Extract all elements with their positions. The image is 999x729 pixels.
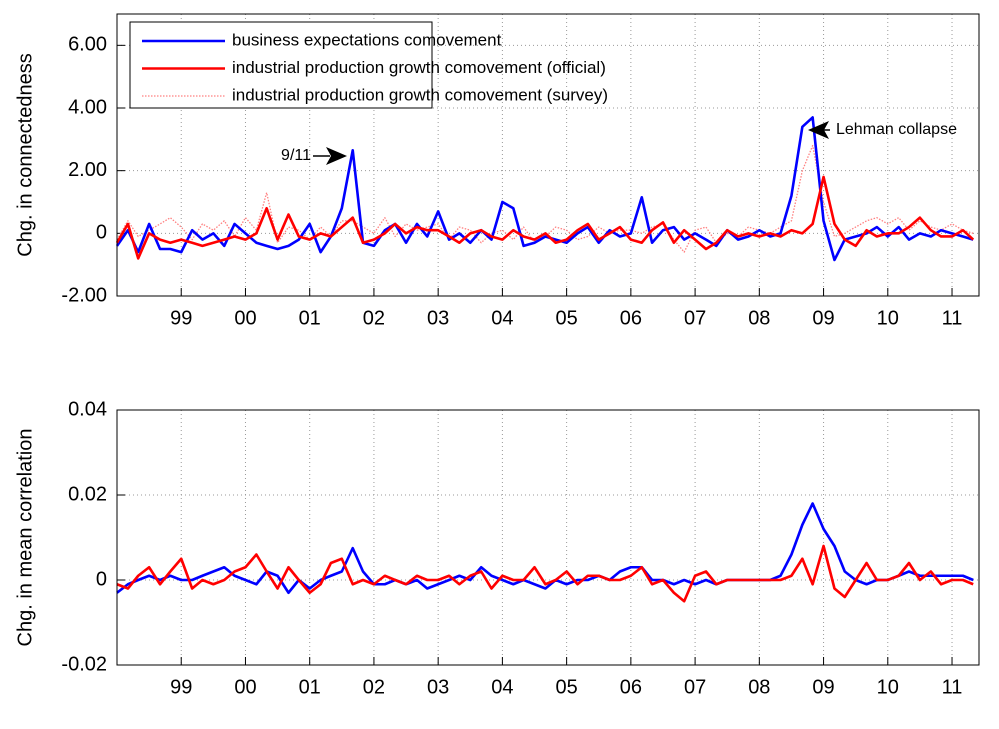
y-tick-label: 0 xyxy=(96,568,107,590)
x-tick-label: 08 xyxy=(748,676,770,698)
y-tick-label: -2.00 xyxy=(61,284,107,306)
series-line xyxy=(115,175,975,260)
y-axis-label: Chg. in connectedness xyxy=(14,53,36,256)
x-tick-label: 08 xyxy=(748,307,770,329)
x-tick-label: 01 xyxy=(299,307,321,329)
annotation-arrowhead xyxy=(808,121,829,139)
x-tick-label: 01 xyxy=(299,676,321,698)
x-tick-label: 03 xyxy=(427,307,449,329)
plot-frame xyxy=(116,13,980,297)
x-tick-label: 10 xyxy=(877,307,899,329)
x-tick-label: 00 xyxy=(234,676,256,698)
x-tick-label: 02 xyxy=(363,676,385,698)
annotation: Lehman collapse xyxy=(836,121,957,138)
x-tick-label: 10 xyxy=(877,676,899,698)
legend: business expectations comovement industri… xyxy=(129,21,608,109)
x-tick-label: 07 xyxy=(684,307,706,329)
legend-label: business expectations comovement xyxy=(232,30,502,49)
x-tick-label: 07 xyxy=(684,676,706,698)
legend-label: industrial production growth comovement … xyxy=(232,85,608,104)
annotation-arrowhead xyxy=(326,147,347,165)
x-tick-label: 11 xyxy=(942,307,963,329)
x-tick-label: 00 xyxy=(234,307,256,329)
y-axis-label: Chg. in mean correlation xyxy=(14,429,36,647)
x-tick-label: 11 xyxy=(942,676,963,698)
x-tick-label: 02 xyxy=(363,307,385,329)
series-line xyxy=(116,544,974,603)
x-tick-label: 05 xyxy=(556,676,578,698)
series-line xyxy=(116,502,974,595)
plot-area xyxy=(117,410,979,665)
legend-box xyxy=(129,21,433,109)
y-tick-label: 0.02 xyxy=(68,483,107,505)
y-tick-label: 4.00 xyxy=(68,96,107,118)
x-tick-label: 04 xyxy=(491,307,513,329)
x-tick-label: 99 xyxy=(170,676,192,698)
y-tick-label: -0.02 xyxy=(61,653,107,675)
x-tick-label: 09 xyxy=(812,307,834,329)
x-tick-label: 09 xyxy=(812,676,834,698)
x-tick-label: 99 xyxy=(170,307,192,329)
x-tick-label: 06 xyxy=(620,676,642,698)
series-line xyxy=(115,116,974,262)
y-tick-label: 0 xyxy=(96,222,107,244)
plot-frame xyxy=(116,409,980,666)
y-tick-label: 0.04 xyxy=(68,398,107,420)
y-tick-label: 2.00 xyxy=(68,159,107,181)
annotation: 9/11 xyxy=(281,147,311,164)
x-tick-label: 05 xyxy=(556,307,578,329)
x-tick-label: 03 xyxy=(427,676,449,698)
y-tick-label: 6.00 xyxy=(68,34,107,56)
x-tick-label: 06 xyxy=(620,307,642,329)
x-tick-label: 04 xyxy=(491,676,513,698)
legend-label: industrial production growth comovement … xyxy=(232,58,606,77)
